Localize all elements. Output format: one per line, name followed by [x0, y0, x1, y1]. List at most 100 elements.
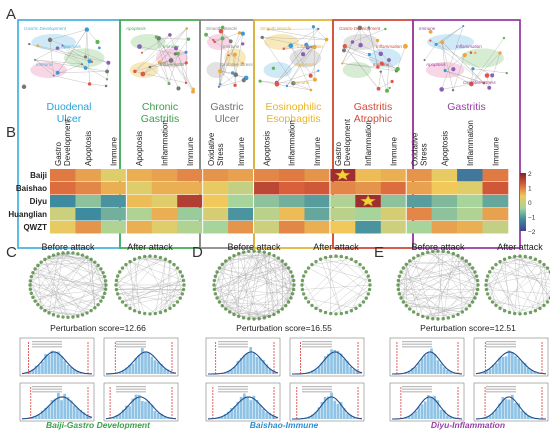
network-edge	[499, 261, 515, 314]
histogram-bar	[153, 360, 157, 374]
network-node	[114, 287, 119, 292]
network-node	[301, 52, 306, 57]
network-node	[267, 314, 272, 319]
histogram-bar	[314, 412, 317, 419]
cluster-label: Immune	[419, 26, 436, 31]
network-node	[368, 283, 372, 287]
network-node	[140, 71, 146, 77]
network-node	[29, 291, 33, 296]
network-node	[43, 308, 47, 313]
network-node	[379, 70, 382, 73]
network-node	[132, 309, 137, 313]
histogram-bar	[34, 415, 38, 419]
network-edge	[530, 305, 545, 313]
histogram-bar	[420, 404, 424, 419]
network-cluster	[426, 34, 474, 50]
cluster-label: Immune	[373, 62, 390, 67]
network-edge	[160, 275, 183, 313]
network-node	[349, 309, 354, 313]
network-node	[241, 78, 246, 83]
network-node	[323, 255, 328, 260]
network-edge	[504, 259, 510, 313]
network-edge	[400, 253, 423, 299]
colorbar	[520, 173, 526, 231]
histogram-bar	[488, 368, 492, 374]
heatmap-cell	[177, 195, 203, 208]
legend-placeholder	[116, 388, 146, 390]
histogram-bar	[507, 350, 511, 374]
network-node	[282, 47, 285, 50]
network-node	[339, 311, 344, 316]
network-node	[87, 82, 92, 86]
heatmap-cell	[355, 169, 382, 182]
histogram-bar	[533, 371, 536, 374]
network-edge	[302, 280, 321, 311]
network-node	[512, 254, 517, 259]
network-node	[468, 81, 474, 87]
network-node	[328, 311, 333, 316]
network-node	[85, 311, 89, 315]
network-node	[213, 292, 218, 296]
network-edge	[514, 256, 531, 258]
network-edge	[342, 63, 397, 72]
row-label: Huanglian	[8, 210, 47, 219]
network-edge	[225, 253, 270, 310]
network-node	[323, 310, 328, 315]
heatmap-cell	[50, 182, 76, 195]
histogram-bar	[243, 355, 246, 374]
legend-placeholder	[32, 343, 62, 345]
network-edge	[238, 253, 289, 303]
network-node	[237, 31, 242, 35]
network-edge	[219, 267, 295, 286]
network-node	[308, 73, 313, 78]
network-node	[120, 266, 125, 270]
cluster-label: Smooth Muscle	[260, 26, 292, 31]
heatmap-cell	[355, 221, 382, 234]
histogram-bar	[66, 364, 70, 374]
network-edge	[225, 308, 270, 317]
network-node	[104, 283, 108, 287]
network-node	[56, 252, 60, 256]
network-node	[236, 251, 241, 256]
network-edge	[129, 261, 183, 295]
legend-placeholder	[402, 388, 432, 390]
network-edge	[72, 265, 99, 318]
network-node	[140, 51, 143, 54]
network-node	[80, 63, 83, 66]
disease-name: Gastritis	[447, 101, 486, 113]
network-node	[507, 255, 512, 260]
network-edge	[262, 37, 294, 84]
panel-label-c: C	[6, 244, 17, 261]
histogram-bar	[436, 400, 440, 419]
network-node	[217, 266, 222, 270]
histogram-bar	[236, 401, 240, 419]
network-node	[105, 78, 109, 81]
network-edge	[259, 251, 293, 294]
network-edge	[445, 70, 472, 85]
network-edge	[417, 257, 463, 315]
perturbation-score: Perturbation score=12.51	[420, 323, 516, 333]
heatmap-cell	[482, 195, 509, 208]
network-node	[191, 89, 195, 94]
network-edge	[122, 280, 184, 303]
network-node	[71, 315, 75, 319]
histogram-bar	[265, 364, 268, 374]
network-node	[523, 311, 528, 316]
network-edge	[285, 276, 293, 306]
heatmap-cell	[482, 182, 509, 195]
network-edge	[437, 251, 444, 320]
network-node	[168, 259, 172, 264]
histogram-bar	[526, 415, 530, 419]
network-node	[257, 317, 261, 321]
network-edge	[144, 256, 161, 258]
histogram-bar	[227, 370, 230, 374]
network-node	[312, 77, 317, 82]
network-edge	[262, 37, 312, 48]
histogram-bar	[233, 406, 237, 419]
heatmap-cell	[50, 195, 76, 208]
network-node	[474, 292, 479, 296]
network-edge	[218, 32, 240, 87]
network-node	[172, 262, 176, 267]
network-edge	[44, 259, 69, 318]
network-edge	[335, 255, 371, 286]
